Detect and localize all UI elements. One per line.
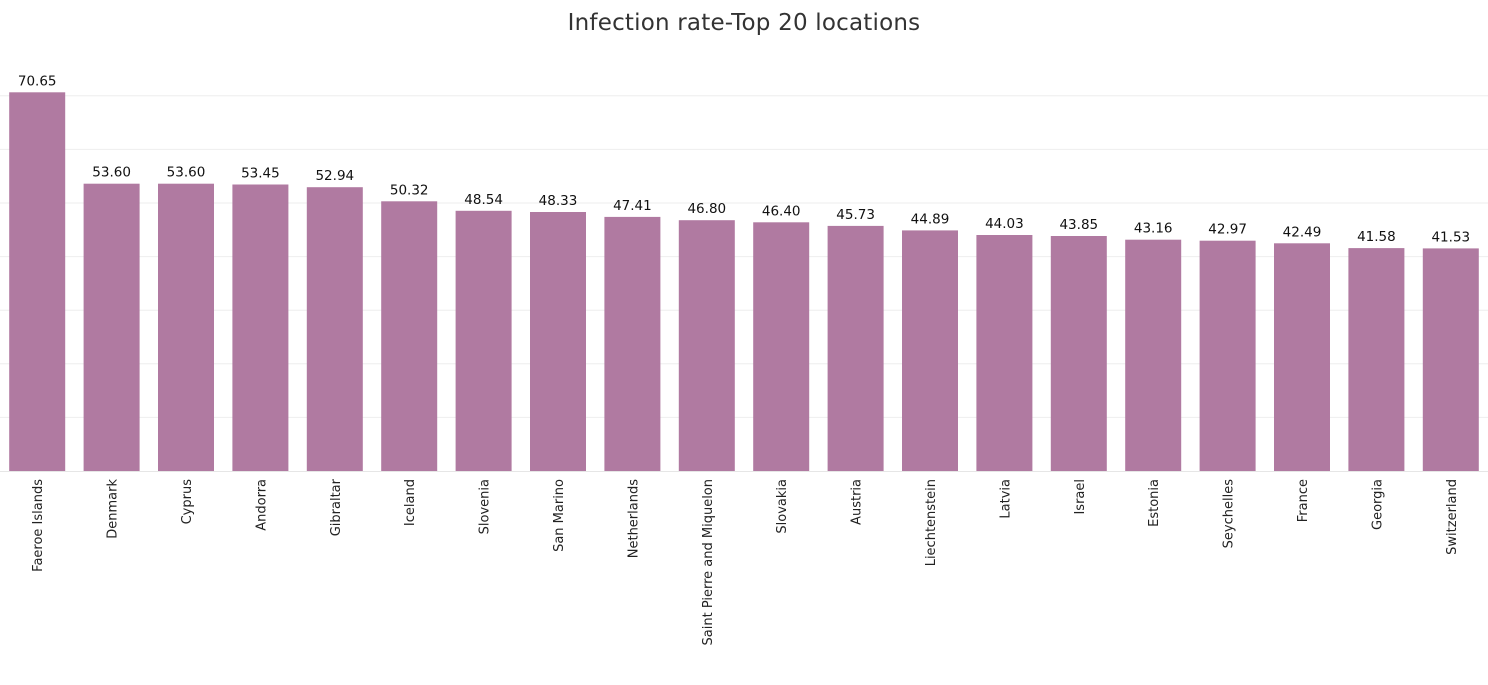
category-label: Cyprus	[180, 479, 195, 525]
value-label: 53.60	[92, 165, 131, 181]
category-labels: Faeroe Islands Denmark Cyprus Andorra Gibral…	[31, 478, 1460, 645]
bar[interactable]	[902, 230, 958, 471]
bar[interactable]	[827, 225, 884, 471]
value-label: 44.89	[911, 211, 950, 227]
value-label: 50.32	[390, 182, 429, 198]
bar[interactable]	[232, 184, 289, 472]
bar[interactable]	[530, 212, 586, 471]
value-label: 53.60	[167, 165, 206, 181]
value-labels: 70.65 53.60 53.60 53.45 52.94 50.32 48.54 48.33…	[18, 73, 1470, 245]
category-label: Switzerland	[1445, 479, 1460, 555]
chart-title: Infection rate-Top 20 locations	[567, 10, 921, 36]
category-label: Netherlands	[626, 479, 641, 558]
category-label: Estonia	[1147, 479, 1162, 527]
bars	[9, 92, 1479, 472]
value-label: 53.45	[241, 166, 280, 182]
bar[interactable]	[678, 220, 735, 471]
category-label: Faeroe Islands	[31, 479, 46, 572]
bar[interactable]	[1274, 243, 1330, 471]
bar[interactable]	[604, 216, 661, 471]
bar[interactable]	[1199, 240, 1256, 471]
value-label: 48.54	[464, 192, 503, 208]
value-label: 48.33	[539, 193, 578, 209]
value-label: 44.03	[985, 216, 1024, 232]
category-label: Slovenia	[478, 479, 493, 534]
bar[interactable]	[976, 235, 1033, 471]
category-label: Latvia	[998, 479, 1013, 519]
category-label: San Marino	[552, 479, 567, 552]
bar[interactable]	[455, 210, 512, 472]
bar[interactable]	[158, 183, 214, 471]
value-label: 45.73	[836, 207, 875, 223]
category-label: France	[1296, 479, 1311, 522]
bar[interactable]	[1050, 236, 1107, 471]
bar[interactable]	[9, 92, 66, 472]
category-label: Georgia	[1370, 479, 1385, 530]
category-label: Andorra	[254, 479, 269, 531]
value-label: 46.40	[762, 203, 801, 219]
bar[interactable]	[1348, 248, 1405, 471]
category-label: Iceland	[403, 479, 418, 526]
value-label: 42.97	[1208, 222, 1247, 238]
value-label: 43.16	[1134, 221, 1173, 237]
value-label: 46.80	[687, 201, 726, 217]
bar[interactable]	[83, 183, 140, 471]
category-label: Austria	[850, 479, 865, 525]
bar[interactable]	[753, 222, 810, 471]
category-label: Liechtenstein	[924, 479, 939, 566]
category-label: Saint Pierre and Miquelon	[701, 479, 716, 645]
category-label: Slovakia	[775, 479, 790, 534]
value-label: 70.65	[18, 73, 57, 89]
category-label: Denmark	[106, 479, 121, 539]
value-label: 41.53	[1431, 229, 1470, 245]
bar[interactable]	[381, 201, 438, 472]
category-label: Israel	[1073, 479, 1088, 515]
value-label: 47.41	[613, 198, 652, 214]
value-label: 41.58	[1357, 229, 1396, 245]
value-label: 52.94	[315, 168, 354, 184]
gridlines	[0, 95, 1488, 472]
category-label: Seychelles	[1222, 479, 1237, 549]
bar[interactable]	[306, 187, 363, 471]
value-label: 43.85	[1059, 217, 1098, 233]
bar[interactable]	[1125, 239, 1182, 471]
category-label: Gibraltar	[329, 478, 344, 536]
value-label: 42.49	[1283, 224, 1322, 240]
bar[interactable]	[1422, 248, 1479, 471]
